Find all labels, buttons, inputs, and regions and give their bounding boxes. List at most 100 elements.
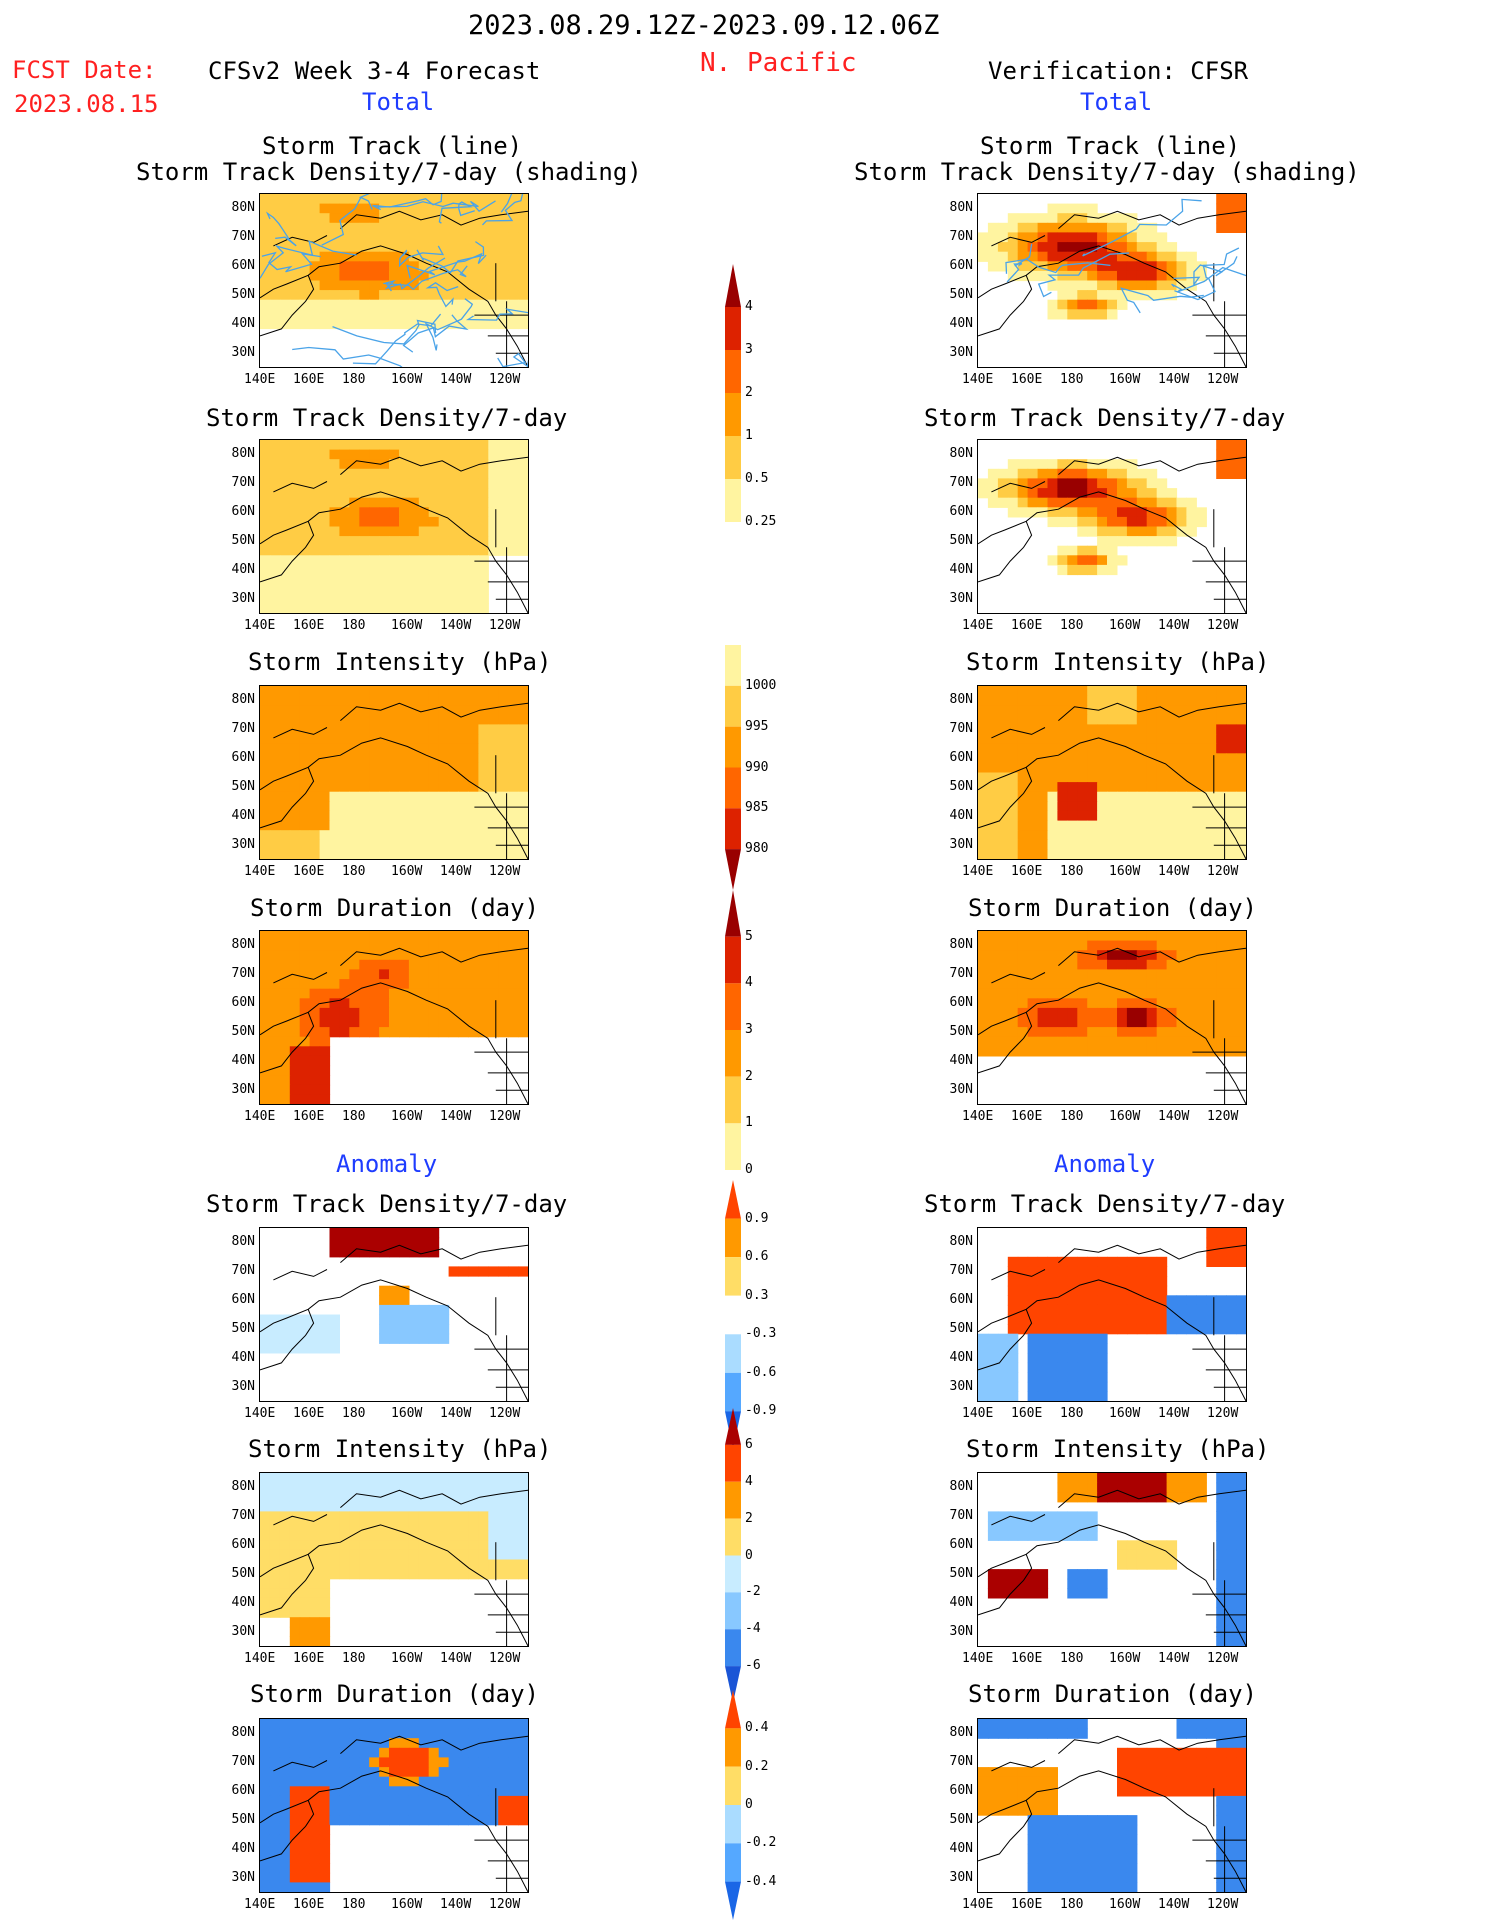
field-cell — [448, 1530, 460, 1541]
field-cell — [408, 299, 420, 310]
field-cell — [329, 810, 340, 822]
field-cell — [379, 1007, 390, 1019]
field-cell — [478, 194, 489, 205]
field-cell — [309, 309, 321, 320]
field-cell — [428, 969, 440, 980]
field-cell — [1136, 753, 1148, 764]
field-cell — [438, 194, 450, 205]
field-cell — [1087, 1285, 1098, 1296]
field-cell — [349, 280, 360, 291]
field-cell — [399, 1324, 410, 1335]
field-cell — [339, 1007, 350, 1019]
field-cell — [448, 1540, 460, 1551]
field-cell — [478, 940, 489, 951]
field-cell — [987, 1036, 999, 1047]
field-cell — [1226, 1482, 1237, 1493]
field-cell — [1226, 1314, 1237, 1325]
field-cell — [1017, 743, 1029, 754]
field-cell — [1067, 931, 1078, 942]
field-cell — [319, 743, 331, 754]
lon-label: 160W — [1109, 1406, 1141, 1421]
coastline — [1058, 456, 1246, 475]
field-cell — [349, 603, 360, 613]
field-cell — [319, 1055, 331, 1067]
field-cell — [279, 772, 291, 783]
field-cell — [997, 1333, 1009, 1344]
field-cell — [309, 772, 321, 783]
field-cell — [260, 1521, 271, 1532]
field-cell — [498, 1473, 509, 1484]
field-cell — [1216, 1767, 1227, 1778]
field-cell — [448, 1007, 460, 1019]
field-cell — [1226, 1588, 1237, 1599]
field-cell — [299, 584, 311, 595]
field-cell — [987, 849, 999, 859]
field-cell — [468, 1007, 479, 1019]
field-cell — [1087, 705, 1098, 716]
field-cell — [1216, 714, 1227, 725]
fc-duration-map — [259, 930, 529, 1105]
field-cell — [1047, 969, 1058, 980]
field-cell — [1017, 988, 1029, 999]
field-cell — [319, 1540, 331, 1551]
field-cell — [1097, 1017, 1108, 1028]
colorbar-segment — [725, 983, 741, 1030]
field-cell — [1126, 1324, 1138, 1335]
field-cell — [1047, 705, 1058, 716]
field-cell — [418, 1559, 430, 1570]
lon-label: 160E — [1011, 372, 1043, 387]
field-cell — [978, 1776, 989, 1787]
field-cell — [349, 536, 360, 547]
field-cell — [279, 449, 291, 460]
field-cell — [1107, 526, 1118, 537]
field-cell — [319, 1017, 331, 1028]
field-cell — [458, 242, 469, 253]
field-cell — [1077, 526, 1088, 537]
field-cell — [1057, 1285, 1068, 1296]
field-cell — [1067, 1027, 1078, 1038]
field-cell — [1236, 791, 1246, 802]
field-cell — [1097, 1256, 1108, 1267]
field-cell — [997, 959, 1009, 970]
field-cell — [987, 820, 999, 831]
field-cell — [1077, 222, 1088, 233]
field-cell — [359, 820, 370, 831]
field-cell — [488, 1728, 499, 1739]
vf-density-title: Storm Track Density/7-day — [924, 404, 1286, 432]
field-cell — [428, 1324, 440, 1335]
field-cell — [379, 724, 390, 735]
field-cell — [448, 290, 460, 301]
field-cell — [987, 1343, 999, 1354]
field-cell — [1037, 1728, 1049, 1739]
field-cell — [1126, 232, 1138, 243]
field-cell — [319, 1324, 331, 1335]
colorbar-tick: 2 — [745, 385, 753, 400]
field-cell — [408, 545, 420, 556]
field-cell — [1057, 545, 1068, 556]
field-cell — [1017, 940, 1029, 951]
field-cell — [1007, 1276, 1019, 1287]
field-cell — [389, 242, 400, 253]
field-cell — [319, 1333, 331, 1344]
field-cell — [279, 849, 291, 859]
lat-label: 70N — [231, 1508, 255, 1523]
field-cell — [987, 1333, 999, 1344]
field-cell — [997, 782, 1009, 793]
field-cell — [289, 1017, 301, 1028]
field-cell — [389, 1728, 400, 1739]
field-cell — [1236, 931, 1246, 942]
field-cell — [349, 242, 360, 253]
field-cell — [468, 820, 479, 831]
field-cell — [1236, 979, 1246, 990]
field-cell — [1176, 1492, 1187, 1503]
field-cell — [488, 830, 499, 841]
field-cell — [319, 1834, 331, 1845]
field-cell — [1017, 1046, 1029, 1057]
field-cell — [339, 507, 350, 518]
colorbar-segment — [725, 1690, 741, 1729]
field-cell — [1017, 222, 1029, 233]
field-cell — [339, 270, 350, 282]
field-cell — [1166, 810, 1178, 822]
coastline — [991, 1514, 1046, 1526]
field-cell — [1027, 1795, 1039, 1807]
